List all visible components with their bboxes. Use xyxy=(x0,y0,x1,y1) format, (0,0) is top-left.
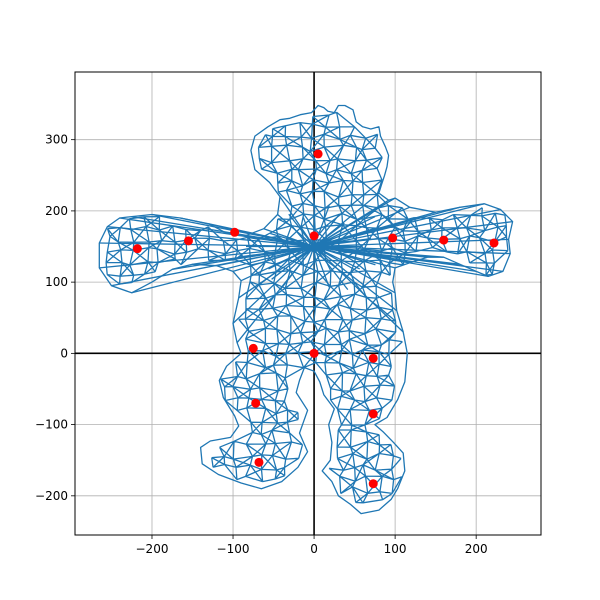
y-tick-label: −100 xyxy=(35,418,68,432)
centroid-point xyxy=(132,244,142,254)
centroid-point xyxy=(309,231,319,241)
plot-frame xyxy=(74,71,542,536)
y-tick-label: 0 xyxy=(60,346,68,360)
centroid-point xyxy=(248,343,258,353)
centroid-point xyxy=(439,235,449,245)
axis-ticks: −200 −100 0 100 200 −200 −100 0 100 200 300 xyxy=(35,133,488,556)
x-tick-label: 0 xyxy=(310,542,318,556)
centroid-point xyxy=(309,348,319,358)
y-tick-label: 300 xyxy=(45,133,68,147)
centroid-point xyxy=(368,479,378,489)
mesh-edges xyxy=(105,111,509,504)
x-tick-label: −100 xyxy=(217,542,250,556)
centroid-point xyxy=(251,398,261,408)
centroid-point xyxy=(388,233,398,243)
centroid-point xyxy=(489,238,499,248)
centroid-point xyxy=(313,149,323,159)
mesh-outline xyxy=(98,104,514,515)
x-tick-label: −200 xyxy=(136,542,169,556)
y-tick-label: −200 xyxy=(35,489,68,503)
x-tick-label: 200 xyxy=(465,542,488,556)
x-tick-label: 100 xyxy=(384,542,407,556)
mesh-wireframe xyxy=(98,104,514,515)
plot-area xyxy=(75,72,541,535)
centroid-point xyxy=(230,227,240,237)
centroid-point xyxy=(368,353,378,363)
centroid-point xyxy=(254,457,264,467)
centroid-points xyxy=(132,149,499,489)
centroid-point xyxy=(183,236,193,246)
y-tick-label: 100 xyxy=(45,275,68,289)
zero-axis-lines xyxy=(75,72,541,535)
y-tick-label: 200 xyxy=(45,204,68,218)
centroid-point xyxy=(368,409,378,419)
